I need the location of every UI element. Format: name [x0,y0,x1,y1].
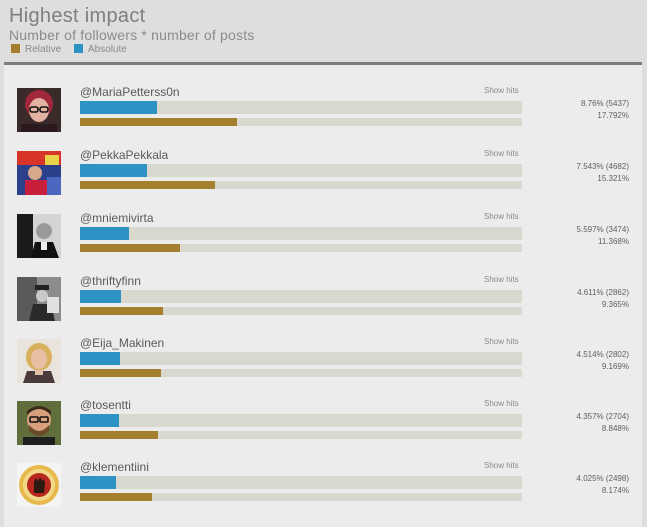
list-item: @MariaPetterss0n Show hits 8.76% (5437) … [4,85,642,150]
show-hits-link[interactable]: Show hits [484,399,519,408]
widget-title: Highest impact [9,5,146,27]
relative-value: 8.848% [601,424,629,433]
relative-bar [80,369,522,377]
absolute-bar-fill [80,352,120,365]
absolute-bar-fill [80,414,119,427]
absolute-bar-fill [80,164,147,177]
list-item: @tosentti Show hits 4.357% (2704) 8.848% [4,398,642,463]
widget-header: Highest impact Number of followers * num… [0,0,647,62]
show-hits-link[interactable]: Show hits [484,337,519,346]
absolute-value: 4.025% (2498) [576,474,629,483]
relative-bar-fill [80,431,159,439]
absolute-bar [80,164,522,177]
legend-label-relative: Relative [25,44,62,55]
absolute-bar [80,290,522,303]
relative-bar [80,181,522,189]
relative-value: 8.174% [601,486,629,495]
list-item: @Eija_Makinen Show hits 4.514% (2802) 9.… [4,336,642,401]
relative-bar [80,244,522,252]
absolute-value: 4.357% (2704) [576,412,629,421]
show-hits-link[interactable]: Show hits [484,212,519,221]
user-handle[interactable]: @MariaPetterss0n [80,85,180,99]
absolute-swatch [73,44,83,53]
list-item: @thriftyfinn Show hits 4.611% (2862) 9.3… [4,274,642,339]
show-hits-link[interactable]: Show hits [484,461,519,470]
user-handle[interactable]: @Eija_Makinen [80,336,165,350]
absolute-value: 7.543% (4682) [576,162,629,171]
list-item: @klementiini Show hits 4.025% (2498) 8.1… [4,460,642,525]
avatar[interactable] [17,401,61,445]
show-hits-link[interactable]: Show hits [484,86,519,95]
user-handle[interactable]: @tosentti [80,398,131,412]
legend-label-absolute: Absolute [87,44,127,55]
avatar[interactable] [17,277,61,321]
avatar[interactable] [17,339,61,383]
absolute-bar [80,101,522,114]
relative-bar-fill [80,244,181,252]
relative-value: 9.169% [601,362,629,371]
list-item: @PekkaPekkala Show hits 7.543% (4682) 15… [4,148,642,213]
absolute-bar [80,227,522,240]
absolute-value: 8.76% (5437) [580,99,629,108]
relative-swatch [11,44,20,53]
absolute-bar [80,352,522,365]
list-item: @mniemivirta Show hits 5.597% (3474) 11.… [4,211,642,276]
absolute-bar-fill [80,476,116,489]
user-handle[interactable]: @mniemivirta [80,211,154,225]
legend-item-absolute: Absolute [73,44,127,55]
show-hits-link[interactable]: Show hits [484,149,519,158]
legend-item-relative: Relative [11,44,61,55]
relative-value: 17.792% [597,111,629,120]
absolute-value: 5.597% (3474) [576,225,629,234]
absolute-bar [80,414,522,427]
legend: Relative Absolute [11,44,137,55]
user-handle[interactable]: @thriftyfinn [80,274,141,288]
relative-bar [80,431,522,439]
relative-value: 9.365% [601,300,629,309]
user-handle[interactable]: @klementiini [80,460,149,474]
absolute-value: 4.514% (2802) [576,350,629,359]
relative-bar [80,118,522,126]
impact-list: @MariaPetterss0n Show hits 8.76% (5437) … [4,62,642,527]
user-handle[interactable]: @PekkaPekkala [80,148,169,162]
absolute-bar [80,476,522,489]
relative-bar-fill [80,493,153,501]
show-hits-link[interactable]: Show hits [484,275,519,284]
relative-bar-fill [80,307,163,315]
avatar[interactable] [17,151,61,195]
absolute-bar-fill [80,290,121,303]
avatar[interactable] [17,214,61,258]
absolute-value: 4.611% (2862) [577,288,629,297]
relative-bar-fill [80,369,162,377]
relative-bar-fill [80,118,238,126]
relative-value: 11.368% [598,237,629,246]
absolute-bar-fill [80,227,130,240]
avatar[interactable] [17,463,61,507]
relative-bar-fill [80,181,216,189]
widget-subtitle: Number of followers * number of posts [9,27,255,43]
avatar[interactable] [17,88,61,132]
relative-bar [80,307,522,315]
relative-value: 15.321% [597,174,629,183]
absolute-bar-fill [80,101,158,114]
relative-bar [80,493,522,501]
